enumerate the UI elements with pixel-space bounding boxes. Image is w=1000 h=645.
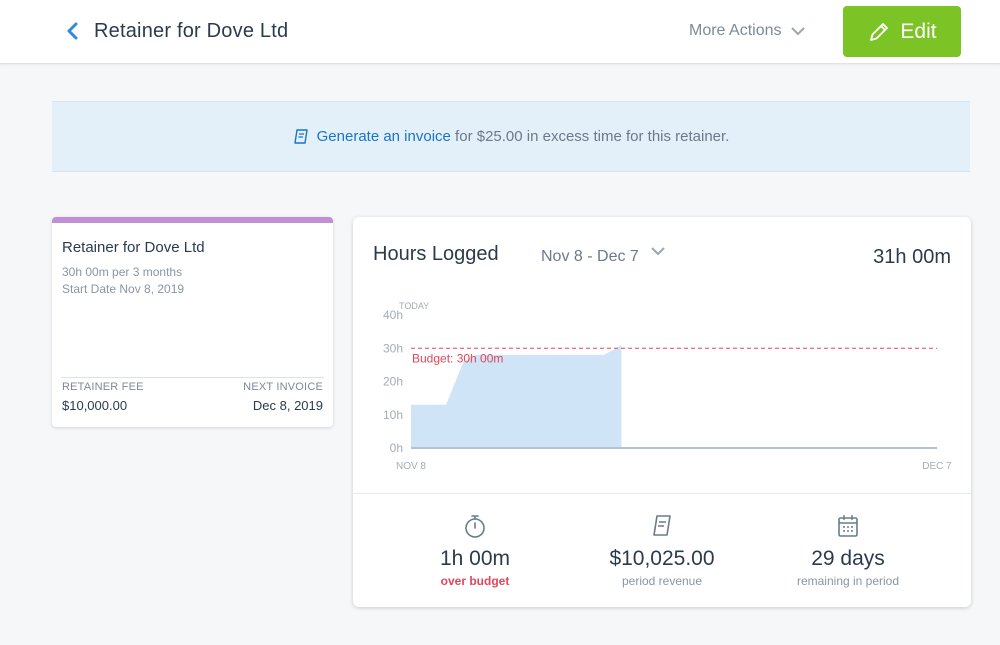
more-actions-label: More Actions xyxy=(689,22,782,39)
period-revenue-label: period revenue xyxy=(621,574,703,588)
more-actions-menu[interactable]: More Actions xyxy=(689,22,806,40)
hours-area xyxy=(411,344,622,448)
y-tick-label: 40h xyxy=(383,308,403,322)
next-invoice-value: Dec 8, 2019 xyxy=(252,398,323,413)
pencil-icon xyxy=(870,22,889,41)
today-label: TODAY xyxy=(399,301,429,311)
chevron-left-icon xyxy=(67,22,78,40)
invoice-icon xyxy=(653,515,671,536)
retainer-card-title: Retainer for Dove Ltd xyxy=(62,239,205,256)
retainer-start-date: Start Date Nov 8, 2019 xyxy=(62,282,185,296)
edit-label: Edit xyxy=(900,19,937,43)
invoice-icon xyxy=(293,128,308,144)
date-range-selector[interactable]: Nov 8 - Dec 7 xyxy=(541,247,665,266)
card-divider xyxy=(61,377,324,378)
back-button[interactable] xyxy=(62,18,84,44)
y-tick-label: 10h xyxy=(383,408,403,422)
chevron-down-icon xyxy=(791,27,806,36)
days-remaining-value: 29 days xyxy=(811,547,885,570)
top-bar: Retainer for Dove Ltd More Actions Edit xyxy=(0,0,1000,64)
y-tick-label: 30h xyxy=(383,341,403,355)
retainer-fee-value: $10,000.00 xyxy=(62,398,128,413)
banner-text: for $25.00 in excess time for this retai… xyxy=(450,128,730,145)
retainer-card[interactable]: Retainer for Dove Ltd 30h 00m per 3 mont… xyxy=(52,217,333,427)
retainer-schedule: 30h 00m per 3 months xyxy=(62,265,183,279)
generate-invoice-link[interactable]: Generate an invoice xyxy=(316,128,451,145)
date-range-label: Nov 8 - Dec 7 xyxy=(541,248,639,265)
x-tick-label: DEC 7 xyxy=(922,461,952,472)
hours-logged-title: Hours Logged xyxy=(373,243,499,265)
y-tick-label: 20h xyxy=(383,375,403,389)
over-budget-value: 1h 00m xyxy=(439,547,511,570)
hours-total: 31h 00m xyxy=(873,246,951,268)
page-title: Retainer for Dove Ltd xyxy=(94,20,289,42)
period-revenue-value: $10,025.00 xyxy=(609,547,715,570)
edit-button[interactable]: Edit xyxy=(843,6,961,57)
stopwatch-icon xyxy=(465,515,485,538)
stat-period-revenue: $10,025.00 period revenue xyxy=(562,513,762,588)
y-tick-label: 0h xyxy=(390,441,403,455)
stat-days-remaining: 29 days remaining in period xyxy=(748,513,948,588)
hours-chart: 0h 10h 20h 30h 40h Budget: 30h 00m TODAY NOV 8 D… xyxy=(383,301,952,472)
days-remaining-label: remaining in period xyxy=(796,574,900,588)
card-accent-bar xyxy=(52,217,333,223)
panel-divider xyxy=(353,493,971,494)
next-invoice-label: NEXT INVOICE xyxy=(243,381,323,393)
excess-time-banner: Generate an invoice for $25.00 in excess… xyxy=(52,101,970,172)
calendar-icon xyxy=(838,515,858,537)
over-budget-label: over budget xyxy=(440,574,510,588)
budget-label: Budget: 30h 00m xyxy=(412,351,503,365)
stat-over-budget: 1h 00m over budget xyxy=(375,513,575,588)
retainer-fee-label: RETAINER FEE xyxy=(62,381,144,393)
hours-logged-panel: Hours Logged Nov 8 - Dec 7 31h 00m 0h 10h… xyxy=(353,217,971,607)
chevron-down-icon xyxy=(651,247,665,256)
x-tick-label: NOV 8 xyxy=(396,461,426,472)
